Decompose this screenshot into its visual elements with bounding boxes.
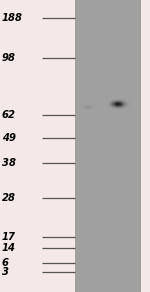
Text: 98: 98 [2, 53, 16, 63]
Text: 6: 6 [2, 258, 9, 268]
Bar [141, 0, 150, 292]
Text: 49: 49 [2, 133, 16, 143]
Text: 14: 14 [2, 243, 16, 253]
Text: 38: 38 [2, 158, 16, 168]
Text: 62: 62 [2, 110, 16, 120]
Text: 28: 28 [2, 193, 16, 203]
Bar [75, 0, 141, 292]
Bar [0, 0, 75, 292]
Text: 17: 17 [2, 232, 16, 242]
Text: 3: 3 [2, 267, 9, 277]
Text: 188: 188 [2, 13, 23, 23]
